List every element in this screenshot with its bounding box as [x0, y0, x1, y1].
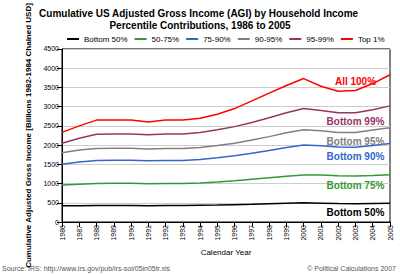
- svg-text:3500: 3500: [43, 84, 59, 91]
- svg-text:0: 0: [55, 219, 59, 226]
- svg-text:2000: 2000: [43, 142, 59, 149]
- svg-text:1988: 1988: [93, 225, 100, 241]
- svg-text:1990: 1990: [128, 225, 135, 241]
- svg-text:1995: 1995: [214, 225, 221, 241]
- svg-text:4500: 4500: [43, 45, 59, 52]
- svg-text:1998: 1998: [266, 225, 273, 241]
- svg-text:Source: IRS: http://www.irs.go: Source: IRS: http://www.irs.gov/pub/irs-…: [2, 265, 171, 272]
- svg-text:1992: 1992: [162, 225, 169, 241]
- svg-text:2500: 2500: [43, 122, 59, 129]
- svg-text:1000: 1000: [43, 180, 59, 187]
- svg-text:3000: 3000: [43, 103, 59, 110]
- svg-text:Bottom 50%: Bottom 50%: [327, 207, 385, 218]
- svg-text:Cumulative Adjusted Gross Inco: Cumulative Adjusted Gross Income [Billio…: [24, 3, 33, 268]
- svg-text:1500: 1500: [43, 161, 59, 168]
- svg-text:2004: 2004: [369, 225, 376, 241]
- svg-text:95-99%: 95-99%: [306, 35, 334, 44]
- svg-text:Bottom 75%: Bottom 75%: [327, 180, 385, 191]
- svg-text:50-75%: 50-75%: [152, 35, 180, 44]
- svg-text:2000: 2000: [300, 225, 307, 241]
- svg-text:4000: 4000: [43, 65, 59, 72]
- svg-text:1994: 1994: [197, 225, 204, 241]
- svg-text:Calendar Year: Calendar Year: [201, 248, 252, 257]
- svg-text:1989: 1989: [110, 225, 117, 241]
- svg-text:2003: 2003: [352, 225, 359, 241]
- svg-text:500: 500: [47, 199, 59, 206]
- svg-text:© Political Calculations 2007: © Political Calculations 2007: [307, 265, 396, 272]
- svg-text:1999: 1999: [283, 225, 290, 241]
- svg-text:90-95%: 90-95%: [255, 35, 283, 44]
- svg-text:1993: 1993: [179, 225, 186, 241]
- svg-text:1996: 1996: [231, 225, 238, 241]
- svg-text:75-90%: 75-90%: [203, 35, 231, 44]
- svg-text:Bottom 90%: Bottom 90%: [327, 151, 385, 162]
- svg-text:1986: 1986: [59, 225, 66, 241]
- svg-text:Top 1%: Top 1%: [358, 35, 385, 44]
- svg-text:Percentile Contributions, 1986: Percentile Contributions, 1986 to 2005: [109, 20, 291, 31]
- svg-text:2005: 2005: [387, 225, 394, 241]
- svg-text:All 100%: All 100%: [335, 76, 376, 87]
- svg-text:2002: 2002: [335, 225, 342, 241]
- svg-text:2001: 2001: [317, 225, 324, 241]
- svg-text:Bottom 50%: Bottom 50%: [84, 35, 128, 44]
- svg-text:Cumulative US Adjusted Gross I: Cumulative US Adjusted Gross Income (AGI…: [39, 8, 361, 19]
- svg-text:1997: 1997: [248, 225, 255, 241]
- svg-text:1991: 1991: [145, 225, 152, 241]
- svg-text:Bottom 95%: Bottom 95%: [327, 136, 385, 147]
- svg-text:1987: 1987: [76, 225, 83, 241]
- svg-text:Bottom 99%: Bottom 99%: [327, 116, 385, 127]
